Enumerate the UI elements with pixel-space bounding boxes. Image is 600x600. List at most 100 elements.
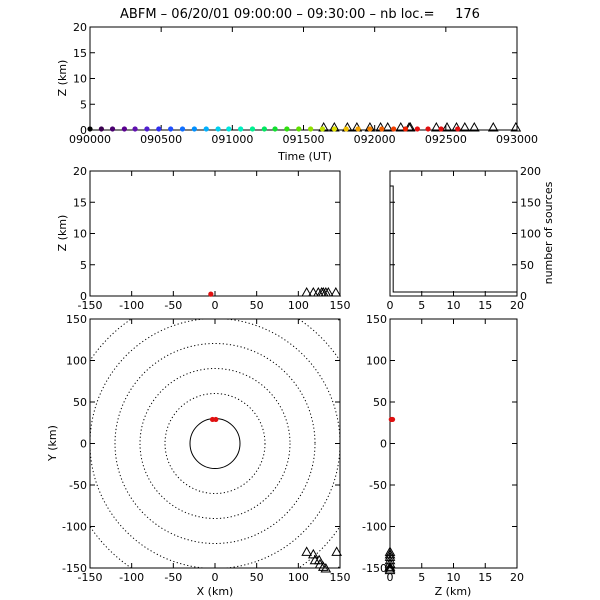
y-tick-label: -100 bbox=[62, 521, 87, 534]
source-point bbox=[455, 126, 461, 132]
station-marker bbox=[317, 561, 329, 571]
station-marker bbox=[404, 121, 416, 132]
source-point bbox=[308, 126, 314, 132]
x-tick-label: 0 bbox=[387, 299, 394, 312]
source-point bbox=[379, 126, 385, 132]
y-axis-label: Z (km) bbox=[56, 60, 69, 97]
station-marker bbox=[510, 121, 522, 132]
source-point bbox=[272, 126, 278, 132]
source-point bbox=[213, 416, 219, 423]
source-point bbox=[319, 126, 326, 132]
y-tick-label: 15 bbox=[73, 47, 87, 60]
source-point bbox=[121, 126, 127, 132]
panel-height-y: 0 5 10 15 20 -150 -100 -50 0 50 100 150 Z (km) bbox=[362, 313, 524, 598]
y-tick-label: -100 bbox=[362, 521, 387, 534]
plot-frame bbox=[89, 318, 341, 569]
station-marker bbox=[330, 286, 342, 297]
y-axis-label: Y (km) bbox=[46, 425, 59, 462]
y-tick-label: 50 bbox=[520, 259, 534, 272]
x-tick-label: 50 bbox=[250, 571, 264, 584]
x-tick-label: -100 bbox=[119, 571, 144, 584]
source-point bbox=[208, 291, 214, 297]
panel-x-height: -150 -100 -50 0 50 100 150 0 5 10 15 20 Z (km) bbox=[56, 165, 351, 312]
source-point bbox=[414, 126, 420, 132]
x-tick-label: 091000 bbox=[211, 133, 253, 146]
x-tick-label: 50 bbox=[250, 299, 264, 312]
station-marker bbox=[331, 546, 343, 556]
source-point bbox=[179, 126, 186, 132]
source-point bbox=[98, 126, 104, 132]
source-point bbox=[87, 126, 93, 132]
station-marker bbox=[430, 121, 442, 132]
y-tick-label: 100 bbox=[66, 355, 87, 368]
source-point bbox=[215, 126, 221, 132]
y-axis-label: number of sources bbox=[542, 181, 555, 284]
y-tick-label: 5 bbox=[80, 259, 87, 272]
source-point bbox=[296, 126, 302, 132]
x-axis-label: Z (km) bbox=[435, 585, 472, 598]
source-point bbox=[203, 126, 209, 132]
range-ring bbox=[90, 319, 340, 568]
source-point bbox=[261, 126, 267, 132]
y-tick-label: -50 bbox=[69, 479, 87, 492]
source-point bbox=[132, 126, 138, 132]
x-tick-label: -150 bbox=[78, 571, 103, 584]
source-point bbox=[238, 126, 244, 132]
station-marker bbox=[384, 562, 396, 573]
station-marker bbox=[384, 561, 396, 571]
x-tick-label: -50 bbox=[164, 299, 182, 312]
histogram-bar bbox=[389, 185, 517, 296]
x-tick-label: 092500 bbox=[425, 133, 467, 146]
source-point bbox=[284, 126, 290, 132]
y-tick-label: 0 bbox=[80, 290, 87, 303]
range-ring bbox=[90, 319, 340, 568]
panel-time-height: 090000 090500 091000 091500 092000 092500 0930… bbox=[56, 21, 538, 163]
source-point bbox=[168, 126, 174, 132]
range-ring bbox=[114, 343, 316, 544]
station-marker bbox=[395, 121, 407, 132]
y-tick-label: -50 bbox=[369, 479, 387, 492]
y-tick-label: 150 bbox=[520, 196, 541, 209]
source-point bbox=[226, 126, 232, 132]
x-tick-label: 0 bbox=[212, 299, 219, 312]
y-tick-label: 200 bbox=[520, 165, 541, 178]
station-marker bbox=[384, 558, 396, 568]
y-tick-label: 0 bbox=[80, 124, 87, 137]
x-tick-label: -50 bbox=[164, 571, 182, 584]
y-tick-label: 150 bbox=[366, 313, 387, 326]
x-tick-label: 0 bbox=[212, 571, 219, 584]
station-marker bbox=[301, 546, 313, 556]
plot-frame bbox=[89, 170, 341, 297]
y-tick-label: 150 bbox=[66, 313, 87, 326]
station-marker bbox=[468, 121, 480, 132]
station-marker bbox=[322, 286, 334, 297]
y-tick-label: 5 bbox=[80, 98, 87, 111]
source-point bbox=[249, 126, 256, 132]
figure-title: ABFM – 06/20/01 09:00:00 – 09:30:00 – nb… bbox=[120, 7, 480, 22]
x-tick-label: 15 bbox=[478, 299, 492, 312]
station-marker bbox=[459, 121, 471, 132]
y-tick-label: 50 bbox=[373, 396, 387, 409]
station-marker bbox=[320, 562, 332, 573]
x-tick-label: 5 bbox=[418, 571, 425, 584]
panel-plan-view: -150 -100 -50 0 50 100 150 -150 -100 -50 0 50 100 150… bbox=[46, 313, 351, 598]
source-point bbox=[367, 126, 373, 132]
range-ring bbox=[189, 418, 241, 469]
source-point bbox=[391, 126, 397, 132]
station-marker bbox=[382, 121, 394, 132]
source-point bbox=[389, 416, 396, 423]
x-tick-label: 15 bbox=[478, 571, 492, 584]
x-tick-label: 0 bbox=[387, 571, 394, 584]
range-ring bbox=[139, 368, 291, 519]
x-tick-label: 20 bbox=[510, 299, 524, 312]
plot-frame bbox=[389, 170, 518, 297]
y-tick-label: -150 bbox=[362, 562, 387, 575]
x-tick-label: 093000 bbox=[496, 133, 538, 146]
range-rings bbox=[90, 319, 340, 568]
x-tick-label: 5 bbox=[418, 299, 425, 312]
source-point bbox=[109, 126, 116, 132]
x-tick-label: 100 bbox=[288, 299, 309, 312]
x-tick-label: 090500 bbox=[140, 133, 182, 146]
x-tick-label: 20 bbox=[510, 571, 524, 584]
